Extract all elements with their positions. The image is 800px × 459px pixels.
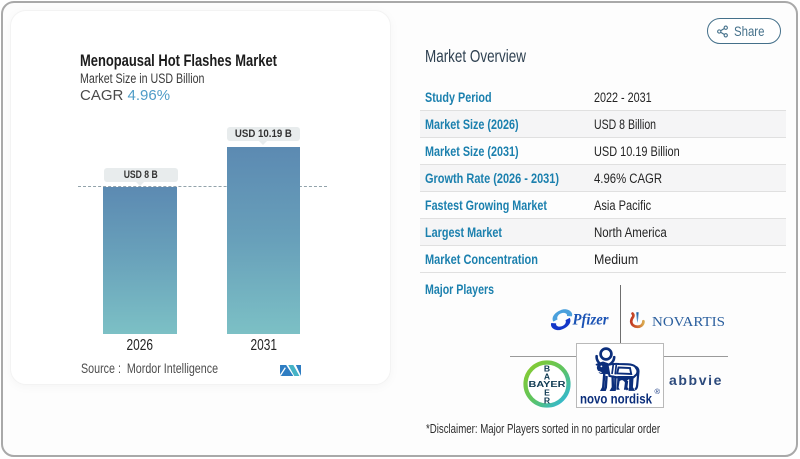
svg-text:®: ®: [655, 387, 661, 396]
svg-text:NOVARTIS: NOVARTIS: [652, 315, 725, 329]
svg-text:novo nordisk: novo nordisk: [580, 392, 652, 407]
svg-text:A: A: [544, 372, 550, 382]
svg-text:E: E: [544, 388, 550, 398]
svg-text:R: R: [544, 396, 551, 406]
svg-text:BAYER: BAYER: [529, 379, 567, 389]
svg-text:Pfizer: Pfizer: [573, 312, 610, 329]
svg-text:B: B: [544, 364, 550, 374]
